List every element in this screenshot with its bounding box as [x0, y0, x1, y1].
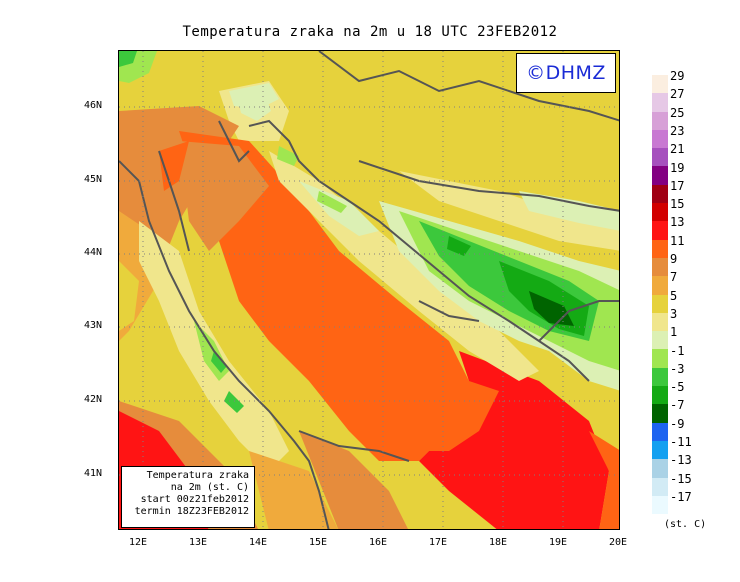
legend-swatch	[652, 367, 668, 387]
lat-label-45n: 45N	[84, 174, 103, 185]
legend-swatch	[652, 386, 668, 405]
legend-label: -9	[670, 416, 685, 431]
info-line-parameter: Temperatura zraka	[146, 470, 249, 481]
legend-swatch	[652, 239, 668, 258]
lon-label-17e: 17E	[429, 537, 448, 548]
color-legend	[652, 75, 668, 515]
legend-swatch	[652, 111, 668, 130]
legend-swatch	[652, 221, 668, 240]
legend-swatch	[652, 276, 668, 295]
legend-swatch	[652, 257, 668, 277]
lat-label-41n: 41N	[84, 468, 103, 479]
legend-label: 9	[670, 252, 678, 266]
legend-label: 3	[670, 306, 678, 321]
legend-label: 15	[670, 197, 685, 212]
legend-swatch	[652, 331, 668, 350]
legend-label: 21	[670, 142, 685, 157]
legend-swatch	[652, 459, 668, 478]
dhmz-logo: ©DHMZ	[516, 53, 616, 93]
lon-label-13e: 13E	[189, 537, 208, 548]
legend-label: 1	[670, 325, 678, 340]
info-line-termin: termin 18Z23FEB2012	[134, 506, 249, 517]
legend-label: 11	[670, 233, 685, 248]
forecast-info-box: Temperatura zraka na 2m (st. C) start 00…	[121, 466, 255, 528]
lat-label-44n: 44N	[84, 247, 103, 258]
legend-label: 29	[670, 69, 685, 83]
legend-swatch	[652, 422, 668, 441]
info-line-unit: na 2m (st. C)	[170, 482, 249, 493]
legend-label: -1	[670, 343, 685, 358]
lon-label-15e: 15E	[309, 537, 328, 548]
legend-label: -13	[670, 453, 692, 468]
legend-label: 27	[670, 87, 685, 102]
lon-label-19e: 19E	[549, 537, 568, 548]
lat-label-46n: 46N	[84, 100, 103, 111]
legend-swatch	[652, 129, 668, 149]
legend-label: 19	[670, 160, 685, 175]
legend-swatch	[652, 349, 668, 368]
map-title: Temperatura zraka na 2m u 18 UTC 23FEB20…	[182, 24, 558, 40]
temperature-map	[118, 50, 620, 530]
lon-label-12e: 12E	[129, 537, 148, 548]
legend-label: 23	[670, 123, 685, 138]
legend-swatch	[652, 93, 668, 112]
legend-label: -3	[670, 361, 685, 376]
lat-label-43n: 43N	[84, 320, 103, 331]
lat-label-42n: 42N	[84, 394, 103, 405]
legend-swatch	[652, 203, 668, 222]
legend-swatch	[652, 495, 668, 515]
legend-swatch	[652, 404, 668, 423]
legend-swatch	[652, 75, 668, 94]
legend-swatch	[652, 184, 668, 204]
lon-label-16e: 16E	[369, 537, 388, 548]
legend-label: -5	[670, 380, 685, 395]
info-line-start: start 00z21feb2012	[140, 494, 249, 505]
legend-swatch	[652, 312, 668, 332]
legend-swatch	[652, 440, 668, 460]
lon-label-20e: 20E	[609, 537, 628, 548]
legend-label: 13	[670, 215, 685, 230]
legend-swatch	[652, 477, 668, 496]
legend-swatch	[652, 166, 668, 185]
legend-label: 17	[670, 178, 685, 193]
legend-unit: (st. C)	[664, 519, 707, 530]
legend-label: -17	[670, 489, 692, 504]
legend-label: -11	[670, 435, 692, 449]
legend-label: 7	[670, 270, 678, 285]
legend-swatch	[652, 148, 668, 167]
legend-label: -15	[670, 471, 692, 486]
lon-label-18e: 18E	[489, 537, 508, 548]
legend-label: 25	[670, 105, 685, 120]
legend-label: -7	[670, 398, 685, 413]
legend-swatch	[652, 294, 668, 313]
legend-label: 5	[670, 288, 678, 303]
lon-label-14e: 14E	[249, 537, 268, 548]
